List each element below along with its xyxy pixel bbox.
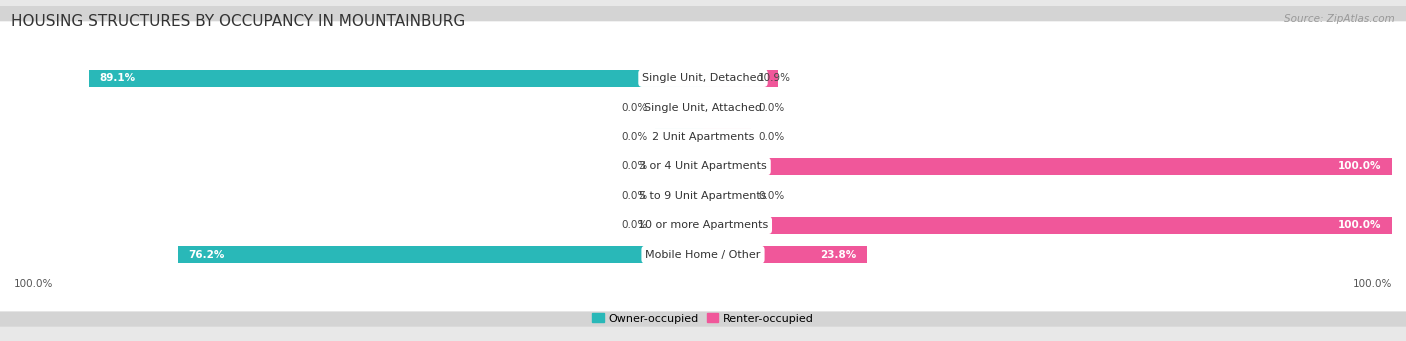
Bar <box>703 70 778 87</box>
FancyBboxPatch shape <box>0 168 1406 282</box>
Text: 100.0%: 100.0% <box>14 279 53 289</box>
Text: 100.0%: 100.0% <box>1339 161 1382 172</box>
Bar <box>703 158 1392 175</box>
Text: 0.0%: 0.0% <box>621 161 648 172</box>
Text: HOUSING STRUCTURES BY OCCUPANCY IN MOUNTAINBURG: HOUSING STRUCTURES BY OCCUPANCY IN MOUNT… <box>11 14 465 29</box>
Bar <box>179 246 703 263</box>
FancyBboxPatch shape <box>0 35 1406 180</box>
Text: Source: ZipAtlas.com: Source: ZipAtlas.com <box>1284 14 1395 24</box>
Bar <box>703 246 868 263</box>
FancyBboxPatch shape <box>0 6 1406 150</box>
FancyBboxPatch shape <box>0 198 1406 311</box>
FancyBboxPatch shape <box>0 124 1406 268</box>
Text: 5 to 9 Unit Apartments: 5 to 9 Unit Apartments <box>640 191 766 201</box>
Bar <box>703 99 751 116</box>
Text: 10.9%: 10.9% <box>758 73 792 83</box>
FancyBboxPatch shape <box>0 51 1406 164</box>
Text: 76.2%: 76.2% <box>188 250 225 260</box>
Text: 100.0%: 100.0% <box>1339 220 1382 230</box>
Text: Single Unit, Detached: Single Unit, Detached <box>643 73 763 83</box>
Text: Single Unit, Attached: Single Unit, Attached <box>644 103 762 113</box>
Text: 2 Unit Apartments: 2 Unit Apartments <box>652 132 754 142</box>
Legend: Owner-occupied, Renter-occupied: Owner-occupied, Renter-occupied <box>592 313 814 324</box>
FancyBboxPatch shape <box>0 80 1406 194</box>
Text: 0.0%: 0.0% <box>758 132 785 142</box>
Text: 100.0%: 100.0% <box>1353 279 1392 289</box>
Text: 0.0%: 0.0% <box>758 191 785 201</box>
Text: 89.1%: 89.1% <box>100 73 135 83</box>
FancyBboxPatch shape <box>0 109 1406 223</box>
Bar <box>703 129 751 146</box>
Bar <box>703 217 1392 234</box>
FancyBboxPatch shape <box>0 94 1406 238</box>
Text: 0.0%: 0.0% <box>621 132 648 142</box>
FancyBboxPatch shape <box>0 21 1406 135</box>
Text: Mobile Home / Other: Mobile Home / Other <box>645 250 761 260</box>
Bar <box>655 187 703 204</box>
Bar <box>655 158 703 175</box>
Bar <box>89 70 703 87</box>
Text: 0.0%: 0.0% <box>758 103 785 113</box>
Bar <box>655 217 703 234</box>
Text: 0.0%: 0.0% <box>621 103 648 113</box>
Text: 23.8%: 23.8% <box>820 250 856 260</box>
Text: 0.0%: 0.0% <box>621 220 648 230</box>
Text: 0.0%: 0.0% <box>621 191 648 201</box>
Text: 3 or 4 Unit Apartments: 3 or 4 Unit Apartments <box>640 161 766 172</box>
FancyBboxPatch shape <box>0 139 1406 253</box>
FancyBboxPatch shape <box>0 153 1406 297</box>
Bar <box>655 129 703 146</box>
FancyBboxPatch shape <box>0 65 1406 209</box>
Bar <box>703 187 751 204</box>
Text: 10 or more Apartments: 10 or more Apartments <box>638 220 768 230</box>
Bar <box>655 99 703 116</box>
FancyBboxPatch shape <box>0 182 1406 327</box>
